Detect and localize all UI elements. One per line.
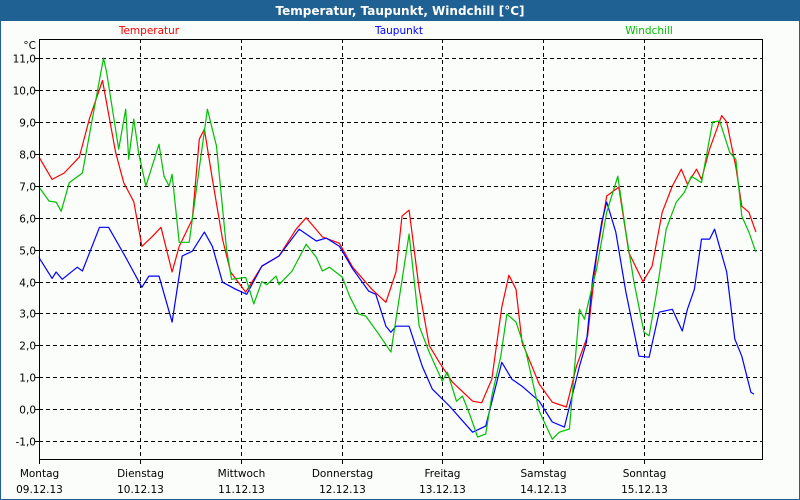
x-tick-date-label: 12.12.13 (319, 484, 366, 496)
y-tick-label: 6,0 (19, 214, 36, 226)
series-line-windchill (38, 57, 757, 440)
series-line-temperatur (38, 79, 757, 408)
x-tick-date-label: 15.12.13 (621, 484, 668, 496)
y-tick-label: 7,0 (19, 182, 36, 194)
series-line-taupunkt (38, 201, 755, 433)
x-tick-date-label: 14.12.13 (520, 484, 567, 496)
y-tick-label: -1,0 (16, 437, 37, 449)
x-tick-date-label: 09.12.13 (16, 484, 63, 496)
y-tick-label: 4,0 (19, 278, 36, 290)
y-tick-label: 3,0 (19, 309, 36, 321)
plot-frame (39, 39, 763, 460)
x-axis: Montag 09.12.13 Dienstag 10.12.13 Mittwoch 11… (16, 468, 668, 496)
grid (35, 39, 762, 464)
y-tick-label: 9,0 (19, 118, 36, 130)
x-tick-day-label: Mittwoch (218, 468, 266, 480)
x-tick-day-label: Donnerstag (312, 468, 373, 480)
y-axis: -1,0 0,0 1,0 2,0 3,0 4,0 5,0 6,0 7,0 8,0 9,0 10,0 11… (13, 54, 36, 449)
x-tick-day-label: Dienstag (117, 468, 164, 480)
series-lines (38, 57, 757, 440)
legend-taupunkt: Taupunkt (374, 25, 423, 37)
y-tick-label: 8,0 (19, 150, 36, 162)
x-tick-day-label: Samstag (520, 468, 566, 480)
x-tick-date-label: 13.12.13 (419, 484, 466, 496)
y-tick-label: 1,0 (19, 373, 36, 385)
window-title: Temperatur, Taupunkt, Windchill [°C] (1, 1, 799, 21)
x-tick-day-label: Montag (20, 468, 59, 480)
y-tick-label: 2,0 (19, 341, 36, 353)
legend-temperatur: Temperatur (118, 25, 180, 37)
y-tick-label: 11,0 (13, 54, 36, 66)
x-tick-day-label: Sonntag (623, 468, 667, 480)
legend-windchill: Windchill (625, 25, 673, 37)
y-tick-label: 5,0 (19, 246, 36, 258)
x-tick-date-label: 10.12.13 (117, 484, 164, 496)
y-tick-label: 10,0 (13, 86, 36, 98)
legend: Temperatur Taupunkt Windchill (118, 25, 673, 37)
x-tick-date-label: 11.12.13 (218, 484, 265, 496)
x-tick-day-label: Freitag (425, 468, 461, 480)
y-unit-label: °C (23, 40, 36, 52)
y-tick-label: 0,0 (19, 405, 36, 417)
